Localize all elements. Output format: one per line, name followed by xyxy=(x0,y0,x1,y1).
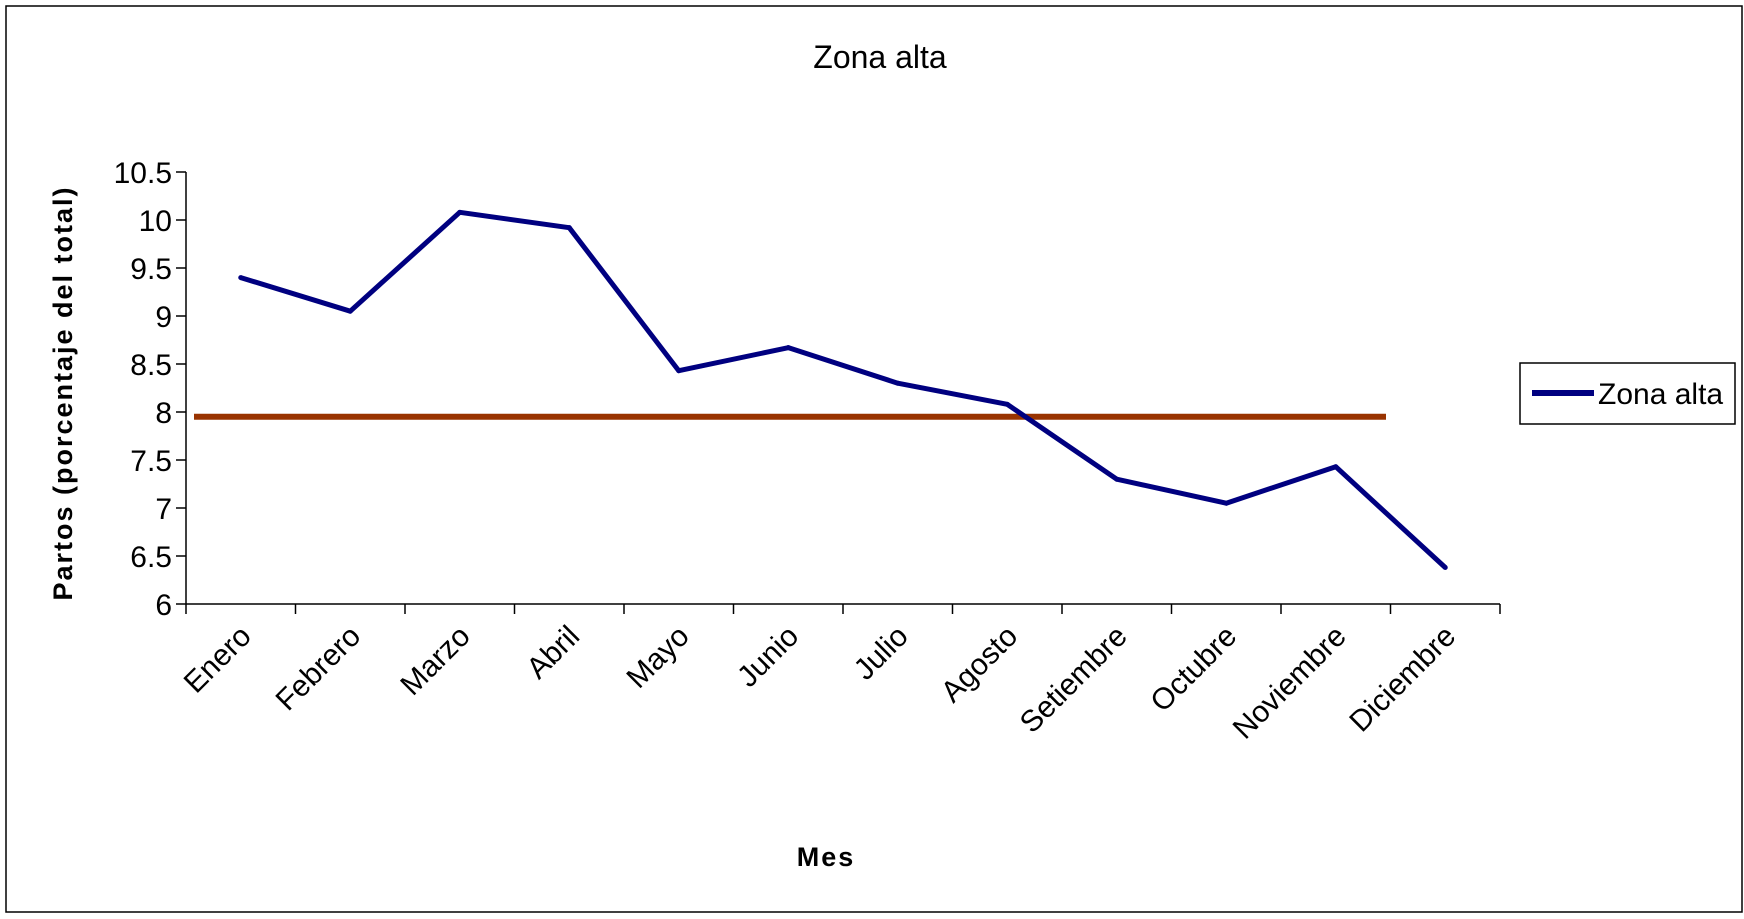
y-tick-label: 7.5 xyxy=(130,445,172,478)
y-tick-label: 7 xyxy=(155,493,172,526)
data-point xyxy=(347,308,353,314)
chart-border xyxy=(5,5,1743,913)
data-point xyxy=(1114,476,1120,482)
y-tick-label: 10.5 xyxy=(114,157,172,190)
data-point xyxy=(238,275,244,281)
legend: Zona alta xyxy=(1519,362,1736,425)
data-point xyxy=(566,225,572,231)
series-layer xyxy=(238,209,1448,571)
series-line-zona-alta xyxy=(240,209,1447,570)
data-point xyxy=(1223,500,1229,506)
data-point xyxy=(1004,401,1010,407)
data-point xyxy=(457,209,463,215)
data-point xyxy=(1442,565,1448,571)
data-point xyxy=(895,380,901,386)
y-tick-label: 10 xyxy=(139,205,172,238)
legend-label-zona-alta: Zona alta xyxy=(1598,378,1723,411)
y-tick-label: 9.5 xyxy=(130,253,172,286)
y-tick-label: 6 xyxy=(155,589,172,622)
x-axis-label: Mes xyxy=(797,842,856,872)
data-point xyxy=(676,368,682,374)
y-tick-label: 6.5 xyxy=(130,541,172,574)
y-tick-label: 8 xyxy=(155,397,172,430)
data-point xyxy=(1333,464,1339,470)
y-tick-label: 8.5 xyxy=(130,349,172,382)
data-point xyxy=(785,345,791,351)
chart-title: Zona alta xyxy=(813,39,947,75)
y-axis-label: Partos (porcentaje del total) xyxy=(48,185,78,600)
y-tick-label: 9 xyxy=(155,301,172,334)
